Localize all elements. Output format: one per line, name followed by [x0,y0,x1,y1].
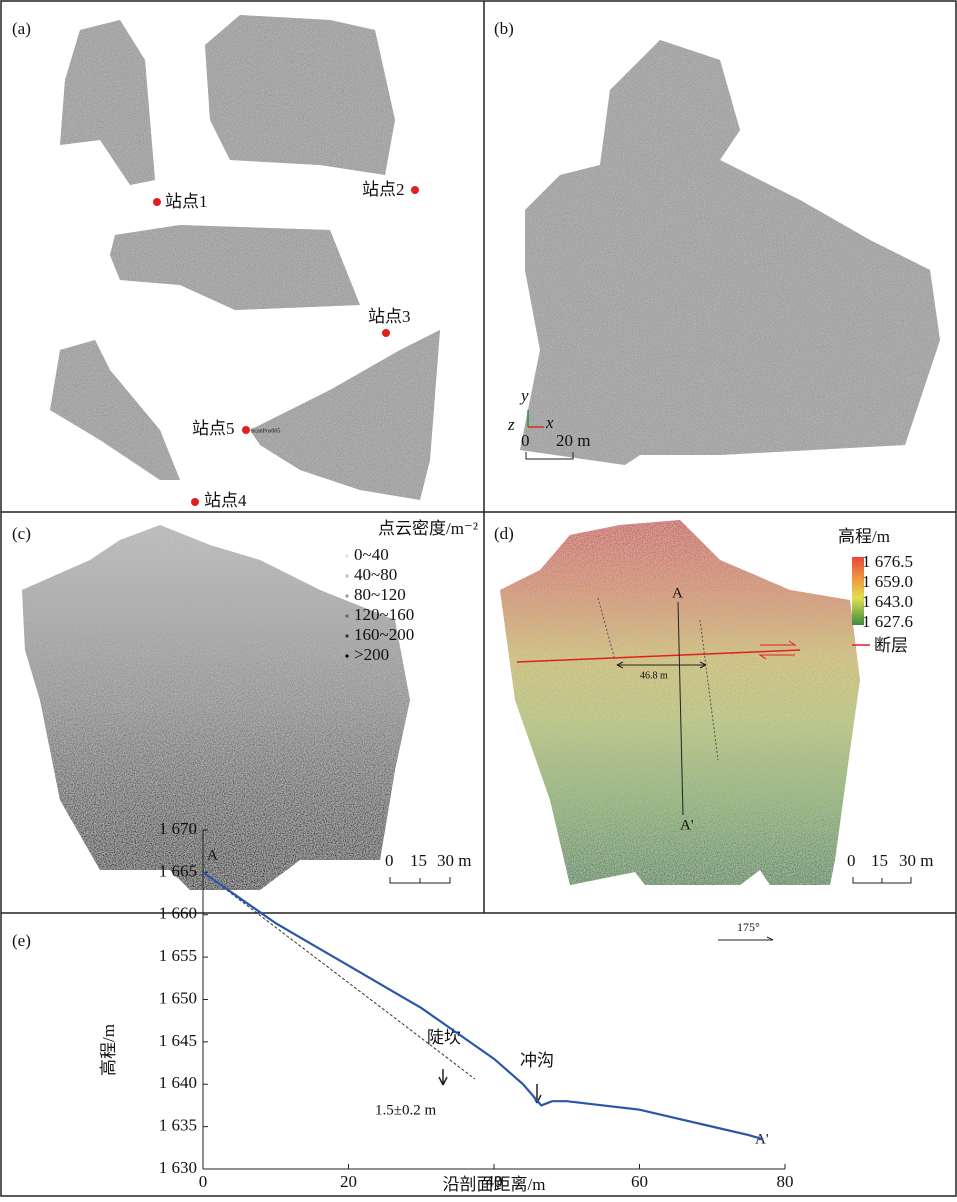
scale-label: 0 [847,851,856,870]
y-axis-label: 高程/m [99,1024,118,1076]
station-label: 站点3 [368,307,411,326]
annotation: 1.5±0.2 m [375,1102,436,1118]
profile-end: A [672,585,683,601]
scale-label: 30 m [899,851,933,870]
x-tick-label: 0 [199,1172,208,1191]
legend-label: >200 [354,645,389,664]
y-tick-label: 1 635 [159,1116,197,1135]
legend-swatch [345,614,348,617]
station-label: 站点5 [192,419,235,438]
scale-bar [390,877,450,883]
station-label: 站点4 [204,491,247,510]
annotation: 冲沟 [520,1051,554,1070]
annotation: 陡坎 [427,1028,461,1047]
panel-a: (a) 站点1 站点2 站点3 站点5 站点4 ScanPos005 [12,15,440,510]
colorbar-labels: 1 676.51 659.01 643.01 627.6 [862,552,913,631]
axis-label: x [545,413,554,432]
scale-label: 0 [385,851,394,870]
legend-label: 断层 [874,636,908,655]
axis-label: z [507,415,515,434]
scale-label: 20 m [556,431,590,450]
station-label: 站点1 [165,192,208,211]
offset-label: 46.8 m [640,670,668,681]
legend-swatch [345,574,348,577]
legend-swatch [345,594,348,597]
point-cloud [520,40,940,465]
colorbar-label: 1 643.0 [862,592,913,611]
y-tick-label: 1 630 [159,1158,197,1177]
scan-tag: ScanPos005 [251,428,280,434]
legend-title: 点云密度/m⁻² [378,519,478,538]
legend-swatch [345,634,348,637]
y-tick-label: 1 655 [159,946,197,965]
x-tick-label: 60 [631,1172,648,1191]
axis-label: y [519,386,529,405]
panel-d: (d) A A' 46.8 m 高程/m 1 676.51 659.01 643… [494,520,933,885]
scale-label: 15 [871,851,888,870]
y-tick-label: 1 645 [159,1031,197,1050]
panel-c: (c) 点云密度/m⁻² 0~4040~8080~120120~160160~2… [12,519,478,890]
colorbar-label: 1 627.6 [862,612,913,631]
profile-end: A' [680,817,694,833]
legend-swatch [345,654,348,657]
density-map [22,525,410,890]
legend-swatch [345,554,348,557]
y-tick-label: 1 670 [159,819,197,838]
x-tick-label: 80 [777,1172,794,1191]
panel-label: (c) [12,524,31,543]
panel-b: (b) y z x 0 20 m [494,19,940,465]
y-tick-label: 1 665 [159,861,197,880]
panel-label: (b) [494,19,514,38]
scale-label: 30 m [437,851,471,870]
legend-title: 高程/m [838,527,890,546]
legend-label: 40~80 [354,565,397,584]
scarp-arrow [439,1069,447,1085]
legend-label: 120~160 [354,605,414,624]
legend-label: 0~40 [354,545,389,564]
scale-label: 0 [521,431,530,450]
x-tick-label: 20 [340,1172,357,1191]
x-tick-label: 40 [486,1172,503,1191]
station-label: 站点2 [362,180,405,199]
fit-line [203,872,475,1079]
legend-label: 80~120 [354,585,406,604]
y-tick-label: 1 640 [159,1073,197,1092]
colorbar-label: 1 676.5 [862,552,913,571]
panel-label: (e) [12,931,31,950]
legend-label: 160~200 [354,625,414,644]
y-tick-label: 1 650 [159,988,197,1007]
y-tick-label: 1 660 [159,904,197,923]
panel-label: (d) [494,524,514,543]
scale-bar [853,877,911,883]
annotation: 175° [737,920,760,934]
azimuth-arrow [718,937,773,940]
colorbar-label: 1 659.0 [862,572,913,591]
figure: (a) 站点1 站点2 站点3 站点5 站点4 ScanPos005 (b) y… [0,0,957,1197]
annotation: A [207,847,218,863]
panel-label: (a) [12,19,31,38]
scale-label: 15 [410,851,427,870]
